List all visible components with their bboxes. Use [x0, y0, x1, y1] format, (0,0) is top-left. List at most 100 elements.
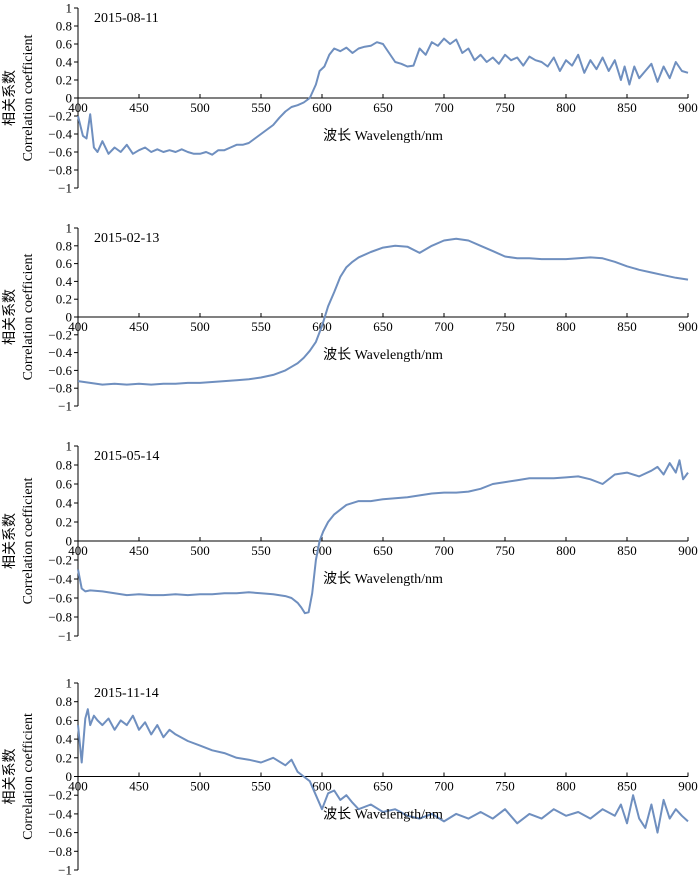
x-tick-label: 450	[129, 779, 149, 794]
y-tick-label: −1	[58, 629, 72, 644]
x-tick-label: 500	[190, 543, 210, 558]
y-tick-label: −0.4	[48, 572, 72, 587]
x-tick-label: 750	[495, 319, 515, 334]
y-tick-label: −1	[58, 399, 72, 414]
x-tick-label: 900	[678, 543, 698, 558]
y-tick-label: 0.8	[56, 694, 72, 709]
series-line	[77, 708, 689, 834]
x-tick-label: 400	[68, 779, 88, 794]
y-tick-label: 0.2	[56, 73, 72, 88]
y-tick-label: −1	[58, 181, 72, 196]
y-tick-label: −0.8	[48, 381, 72, 396]
x-tick-label: 700	[434, 100, 454, 115]
y-tick-label: −0.2	[48, 327, 72, 342]
x-tick-label: 550	[251, 100, 271, 115]
y-tick-label: 0.2	[56, 750, 72, 765]
y-tick-label: 0.4	[56, 55, 73, 70]
x-tick-label: 900	[678, 319, 698, 334]
y-tick-label: 0.6	[56, 256, 73, 271]
date-label: 2015-05-14	[94, 449, 159, 464]
x-tick-label: 500	[190, 779, 210, 794]
y-axis-title-en: Correlation coefficient	[21, 253, 36, 380]
series-line	[77, 237, 689, 386]
y-tick-label: 0.8	[56, 238, 72, 253]
y-tick-label: −0.4	[48, 127, 72, 142]
x-tick-label: 700	[434, 319, 454, 334]
y-tick-label: −0.8	[48, 163, 72, 178]
x-tick-label: 700	[434, 779, 454, 794]
series-line	[77, 37, 689, 156]
x-tick-label: 800	[556, 100, 576, 115]
y-tick-label: 1	[66, 1, 73, 16]
x-tick-label: 900	[678, 100, 698, 115]
y-tick-label: 0.6	[56, 713, 73, 728]
x-tick-label: 750	[495, 100, 515, 115]
y-axis-title-cn: 相关系数	[2, 513, 18, 569]
x-tick-label: 600	[312, 100, 332, 115]
x-tick-label: 850	[617, 319, 637, 334]
x-axis-title: 波长 Wavelength/nm	[323, 128, 443, 144]
y-tick-label: −0.6	[48, 825, 72, 840]
y-tick-label: −0.6	[48, 145, 72, 160]
y-tick-label: 1	[66, 221, 73, 236]
y-axis-title-cn: 相关系数	[2, 70, 18, 126]
y-tick-label: −0.6	[48, 363, 72, 378]
x-tick-label: 650	[373, 779, 393, 794]
x-tick-label: 500	[190, 319, 210, 334]
x-tick-label: 600	[312, 543, 332, 558]
y-axis-title-cn: 相关系数	[2, 749, 18, 805]
x-tick-label: 850	[617, 779, 637, 794]
y-tick-label: −0.4	[48, 806, 72, 821]
y-axis-title-en: Correlation coefficient	[21, 34, 36, 161]
y-tick-label: −1	[58, 863, 72, 878]
x-axis-title: 波长 Wavelength/nm	[323, 347, 443, 363]
x-tick-label: 700	[434, 543, 454, 558]
x-tick-label: 500	[190, 100, 210, 115]
x-tick-label: 400	[68, 100, 88, 115]
y-tick-label: 0.6	[56, 477, 73, 492]
y-tick-label: 0	[66, 769, 73, 784]
y-tick-label: −0.4	[48, 345, 72, 360]
series-line	[77, 459, 689, 615]
y-tick-label: 0.4	[56, 496, 73, 511]
x-tick-label: 750	[495, 779, 515, 794]
date-label: 2015-02-13	[94, 231, 159, 246]
date-label: 2015-08-11	[94, 11, 159, 26]
x-tick-label: 800	[556, 319, 576, 334]
x-tick-label: 550	[251, 319, 271, 334]
y-axis-title-en: Correlation coefficient	[21, 713, 36, 840]
x-tick-label: 450	[129, 319, 149, 334]
x-tick-label: 900	[678, 779, 698, 794]
y-tick-label: 0.2	[56, 515, 72, 530]
y-tick-label: 0	[66, 534, 73, 549]
y-tick-label: 1	[66, 676, 73, 691]
x-tick-label: 450	[129, 543, 149, 558]
date-label: 2015-11-14	[94, 686, 159, 701]
x-tick-label: 650	[373, 543, 393, 558]
y-tick-label: 0	[66, 91, 73, 106]
y-tick-label: 1	[66, 439, 73, 454]
x-tick-label: 400	[68, 319, 88, 334]
x-tick-label: 450	[129, 100, 149, 115]
x-tick-label: 600	[312, 779, 332, 794]
y-tick-label: −0.2	[48, 109, 72, 124]
x-tick-label: 750	[495, 543, 515, 558]
y-tick-label: 0.8	[56, 458, 72, 473]
y-tick-label: −0.8	[48, 610, 72, 625]
x-tick-label: 800	[556, 779, 576, 794]
y-tick-label: −0.2	[48, 788, 72, 803]
y-tick-label: −0.2	[48, 553, 72, 568]
y-axis-title-en: Correlation coefficient	[21, 477, 36, 604]
y-tick-label: 0.4	[56, 274, 73, 289]
y-axis-title-cn: 相关系数	[2, 289, 18, 345]
x-axis-title: 波长 Wavelength/nm	[323, 571, 443, 587]
x-tick-label: 800	[556, 543, 576, 558]
x-tick-label: 850	[617, 100, 637, 115]
x-axis-title: 波长 Wavelength/nm	[323, 807, 443, 823]
y-tick-label: 0.6	[56, 37, 73, 52]
x-tick-label: 550	[251, 779, 271, 794]
y-tick-label: 0	[66, 310, 73, 325]
y-tick-label: 0.8	[56, 19, 72, 34]
